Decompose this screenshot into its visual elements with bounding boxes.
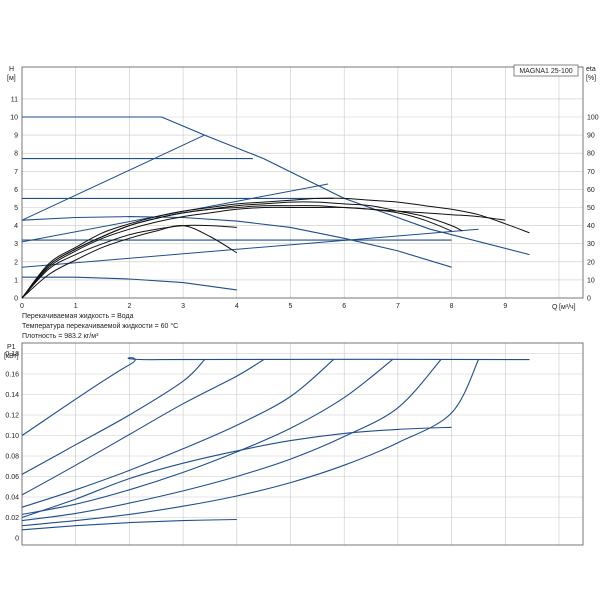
eta-tick-label: 100 [587, 115, 599, 122]
head-axis-unit: [м] [7, 75, 16, 82]
efficiency-curve [21, 224, 238, 299]
eta-tick-label: 10 [587, 277, 595, 284]
flow-tick-label: 1 [74, 303, 78, 310]
eta-axis-unit: [%] [586, 75, 596, 82]
head-chart-frame [21, 66, 584, 299]
head-tick-label: 3 [14, 241, 18, 248]
power-curve [21, 359, 264, 496]
flow-tick-label: 4 [235, 303, 239, 310]
temperature-note: Температура перекачиваемой жидкости = 60… [22, 322, 178, 330]
system-curve [21, 134, 205, 221]
flow-tick-label: 0 [20, 303, 24, 310]
power-curve [21, 359, 205, 475]
head-curve [22, 116, 530, 256]
eta-tick-label: 90 [587, 133, 595, 140]
head-tick-label: 10 [10, 115, 18, 122]
flow-tick-label: 6 [342, 303, 346, 310]
efficiency-curve [21, 197, 530, 299]
power-tick-label: 0.08 [5, 454, 19, 461]
head-tick-label: 8 [14, 151, 18, 158]
flow-tick-label: 8 [450, 303, 454, 310]
power-curve [21, 359, 393, 515]
efficiency-curve [21, 205, 506, 299]
model-label-box [513, 64, 579, 77]
eta-tick-label: 20 [587, 259, 595, 266]
head-chart-grid [22, 67, 583, 298]
power-tick-label: 0.18 [5, 351, 19, 358]
head-tick-label: 11 [11, 96, 18, 103]
power-tick-label: 0.02 [5, 515, 19, 522]
head-curve [21, 216, 452, 268]
eta-tick-label: 0 [587, 296, 591, 303]
flow-tick-label: 9 [503, 303, 507, 310]
eta-tick-label: 70 [587, 169, 595, 176]
head-tick-label: 2 [14, 259, 18, 266]
power-tick-label: 0.04 [5, 495, 19, 502]
power-tick-label: 0.16 [5, 372, 19, 379]
eta-tick-label: 50 [587, 205, 595, 212]
power-curve [21, 518, 237, 531]
density-note: Плотность = 983.2 кг/м³ [22, 333, 99, 340]
flow-tick-label: 5 [289, 303, 293, 310]
power-tick-label: 0 [15, 536, 19, 543]
power-tick-label: 0.10 [5, 433, 19, 440]
efficiency-curve [21, 201, 463, 299]
power-axis-title: P1 [7, 344, 16, 351]
flow-tick-label: 2 [127, 303, 131, 310]
head-axis-title: H [9, 66, 14, 73]
head-tick-label: 4 [14, 223, 18, 230]
model-label: MAGNA1 25-100 [519, 68, 572, 75]
head-tick-label: 0 [14, 296, 18, 303]
efficiency-curve [21, 224, 237, 299]
head-tick-label: 9 [14, 133, 18, 140]
eta-tick-label: 40 [587, 223, 595, 230]
head-tick-label: 5 [14, 205, 18, 212]
power-curve [21, 426, 452, 519]
power-chart-frame [21, 342, 584, 546]
flow-axis-unit: [м³/ч] [559, 304, 576, 311]
system-curve [21, 228, 479, 268]
head-curve [22, 276, 237, 291]
fluid-note: Перекачиваемая жидкость = Вода [22, 313, 134, 320]
flow-tick-label: 7 [396, 303, 400, 310]
power-chart-grid [22, 343, 583, 545]
flow-axis-title: Q [552, 304, 558, 311]
power-tick-label: 0.06 [5, 474, 19, 481]
head-tick-label: 7 [14, 169, 18, 176]
eta-tick-label: 60 [587, 187, 595, 194]
power-tick-label: 0.12 [5, 413, 19, 420]
power-curve [21, 359, 334, 508]
eta-tick-label: 80 [587, 151, 595, 158]
power-curve [21, 359, 442, 522]
power-curve [21, 359, 479, 527]
flow-tick-label: 3 [181, 303, 185, 310]
eta-tick-label: 30 [587, 241, 595, 248]
power-curve [21, 357, 530, 436]
head-tick-label: 1 [14, 277, 18, 284]
power-axis-unit: [кВт] [4, 353, 19, 360]
chart-curves [21, 116, 530, 531]
power-tick-label: 0.14 [5, 392, 19, 399]
eta-axis-title: eta [586, 66, 596, 73]
head-tick-label: 6 [14, 187, 18, 194]
